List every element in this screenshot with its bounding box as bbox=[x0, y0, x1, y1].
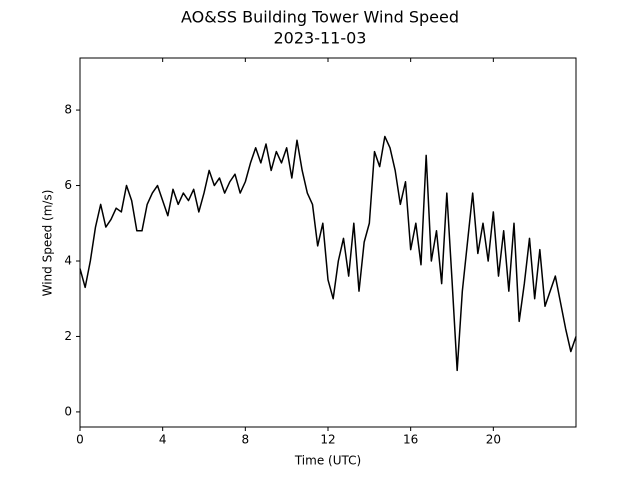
x-tick-label: 0 bbox=[76, 433, 84, 447]
y-tick-label: 0 bbox=[64, 404, 72, 418]
x-tick-label: 16 bbox=[403, 433, 418, 447]
chart-subtitle: 2023-11-03 bbox=[274, 29, 367, 48]
y-tick-label: 4 bbox=[64, 253, 72, 267]
x-axis-label: Time (UTC) bbox=[294, 454, 361, 468]
y-tick-label: 6 bbox=[64, 178, 72, 192]
x-tick-label: 20 bbox=[486, 433, 501, 447]
x-tick-label: 4 bbox=[159, 433, 167, 447]
data-line bbox=[79, 135, 577, 372]
y-tick-label: 2 bbox=[64, 329, 72, 343]
y-axis-label: Wind Speed (m/s) bbox=[41, 190, 55, 297]
y-tick-label: 8 bbox=[64, 103, 72, 117]
x-tick-label: 12 bbox=[320, 433, 335, 447]
x-tick-label: 8 bbox=[242, 433, 250, 447]
chart-title: AO&SS Building Tower Wind Speed bbox=[181, 8, 459, 27]
